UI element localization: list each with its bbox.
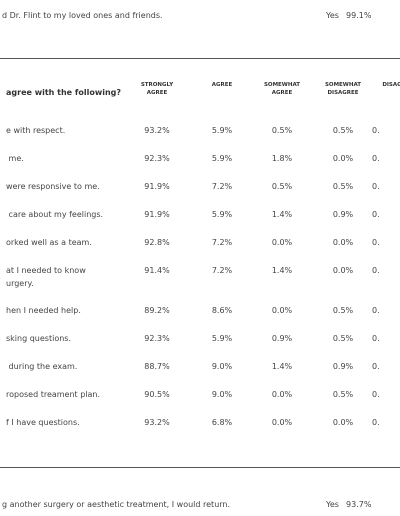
cell: 0.5% [323, 126, 363, 135]
cell: 5.9% [202, 154, 242, 163]
cell: 0.9% [262, 334, 302, 343]
cell: 0.0% [323, 418, 363, 427]
row-label: hen I needed help. [6, 306, 81, 315]
cell: 0. [372, 154, 400, 163]
cell: 93.2% [137, 418, 177, 427]
row-label: orked well as a team. [6, 238, 92, 247]
answer-value: 99.1% [346, 11, 371, 20]
cell: 1.4% [262, 210, 302, 219]
row-label: urgery. [6, 279, 34, 288]
cell: 0. [372, 334, 400, 343]
cell: 0.5% [323, 182, 363, 191]
row-label: at I needed to know [6, 266, 86, 275]
cell: 5.9% [202, 210, 242, 219]
cell: 0.5% [323, 390, 363, 399]
answer: Yes [326, 500, 339, 509]
divider [0, 58, 400, 59]
cell: 7.2% [202, 182, 242, 191]
column-header: DISAGREE [313, 90, 373, 97]
cell: 92.3% [137, 334, 177, 343]
cell: 89.2% [137, 306, 177, 315]
cell: 8.6% [202, 306, 242, 315]
cell: 0.0% [323, 266, 363, 275]
column-header: SOMEWHAT [252, 82, 312, 89]
cell: 91.4% [137, 266, 177, 275]
question: agree with the following? [6, 88, 121, 97]
survey-page: d Dr. Flint to my loved ones and friends… [0, 0, 400, 516]
cell: 0.0% [262, 306, 302, 315]
cell: 1.4% [262, 266, 302, 275]
cell: 88.7% [137, 362, 177, 371]
cell: 1.4% [262, 362, 302, 371]
answer: Yes [326, 11, 339, 20]
cell: 0. [372, 390, 400, 399]
column-header: AGREE [192, 82, 252, 89]
cell: 0.5% [262, 126, 302, 135]
cell: 0.9% [323, 210, 363, 219]
divider [0, 467, 400, 468]
cell: 0.5% [262, 182, 302, 191]
cell: 91.9% [137, 210, 177, 219]
cell: 93.2% [137, 126, 177, 135]
cell: 0.0% [262, 390, 302, 399]
row-label: during the exam. [6, 362, 77, 371]
cell: 9.0% [202, 390, 242, 399]
cell: 0.0% [262, 418, 302, 427]
column-header: DISAG [362, 82, 400, 89]
cell: 0. [372, 238, 400, 247]
row-label: sking questions. [6, 334, 71, 343]
cell: 0.5% [323, 306, 363, 315]
row-label: me. [6, 154, 24, 163]
cell: 0.5% [323, 334, 363, 343]
column-header: AGREE [252, 90, 312, 97]
column-header: AGREE [127, 90, 187, 97]
cell: 0.0% [262, 238, 302, 247]
cell: 7.2% [202, 238, 242, 247]
statement: d Dr. Flint to my loved ones and friends… [2, 11, 163, 20]
cell: 6.8% [202, 418, 242, 427]
cell: 1.8% [262, 154, 302, 163]
cell: 9.0% [202, 362, 242, 371]
cell: 0. [372, 126, 400, 135]
row-label: roposed treament plan. [6, 390, 100, 399]
cell: 5.9% [202, 126, 242, 135]
cell: 91.9% [137, 182, 177, 191]
cell: 0. [372, 182, 400, 191]
cell: 0.9% [323, 362, 363, 371]
cell: 0. [372, 362, 400, 371]
cell: 0. [372, 306, 400, 315]
row-label: were responsive to me. [6, 182, 100, 191]
row-label: f I have questions. [6, 418, 80, 427]
cell: 92.8% [137, 238, 177, 247]
cell: 5.9% [202, 334, 242, 343]
cell: 0.0% [323, 238, 363, 247]
cell: 90.5% [137, 390, 177, 399]
statement: g another surgery or aesthetic treatment… [2, 500, 230, 509]
column-header: STRONGLY [127, 82, 187, 89]
cell: 92.3% [137, 154, 177, 163]
answer-value: 93.7% [346, 500, 371, 509]
cell: 0. [372, 266, 400, 275]
cell: 0. [372, 418, 400, 427]
row-label: care about my feelings. [6, 210, 103, 219]
cell: 7.2% [202, 266, 242, 275]
cell: 0.0% [323, 154, 363, 163]
row-label: e with respect. [6, 126, 65, 135]
cell: 0. [372, 210, 400, 219]
